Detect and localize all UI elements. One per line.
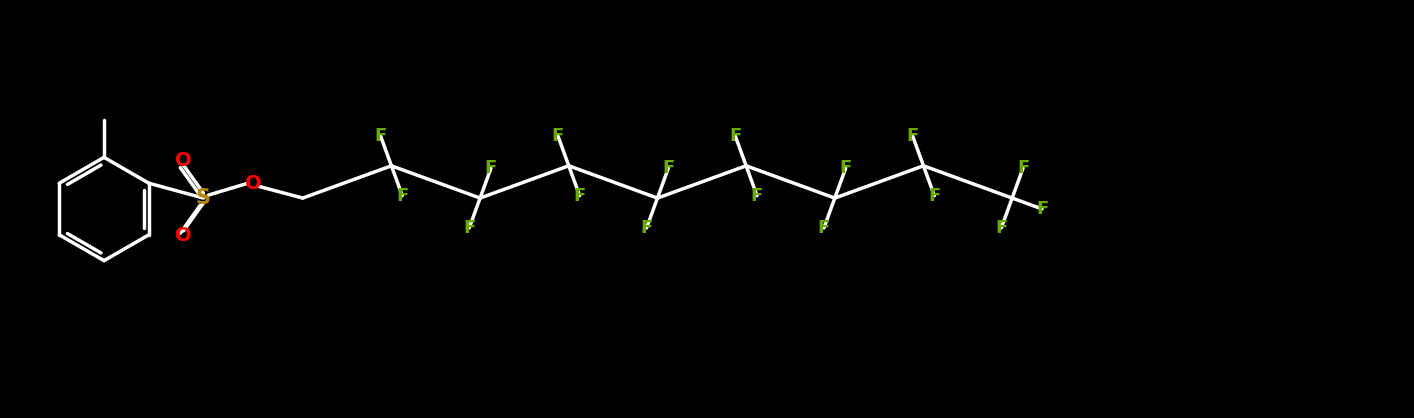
- Text: F: F: [1017, 159, 1029, 177]
- Text: S: S: [197, 188, 211, 208]
- Text: F: F: [730, 127, 741, 145]
- Text: F: F: [840, 159, 851, 177]
- Text: F: F: [375, 127, 386, 145]
- Text: F: F: [1036, 200, 1048, 218]
- Text: F: F: [464, 219, 475, 237]
- Text: F: F: [574, 187, 585, 205]
- Text: O: O: [245, 173, 262, 193]
- Text: F: F: [751, 187, 764, 205]
- Text: F: F: [928, 187, 940, 205]
- Text: F: F: [641, 219, 653, 237]
- Text: O: O: [175, 226, 192, 245]
- Text: F: F: [485, 159, 498, 177]
- Text: F: F: [817, 219, 830, 237]
- Text: O: O: [175, 151, 192, 170]
- Text: F: F: [551, 127, 564, 145]
- Text: F: F: [396, 187, 409, 205]
- Text: F: F: [662, 159, 674, 177]
- Text: F: F: [995, 219, 1007, 237]
- Text: F: F: [906, 127, 919, 145]
